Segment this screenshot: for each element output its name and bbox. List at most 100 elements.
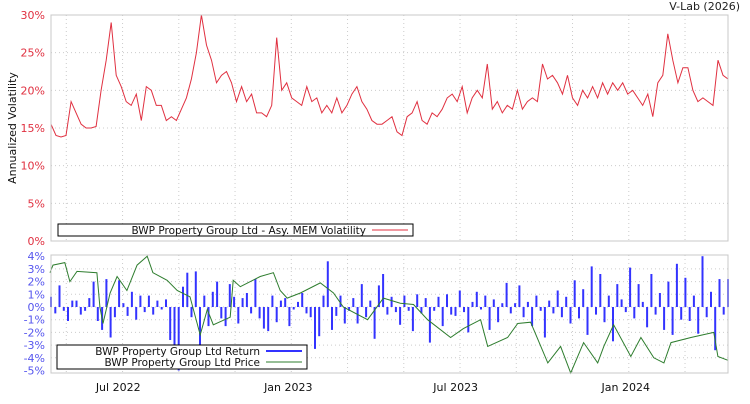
return-bar: [382, 274, 385, 307]
return-bar: [484, 295, 487, 307]
return-bar: [177, 307, 180, 371]
return-bar: [326, 261, 329, 307]
y-tick-label: 25%: [21, 47, 45, 60]
return-bar: [207, 307, 210, 327]
return-bar: [143, 307, 146, 313]
return-bar: [701, 256, 704, 307]
bottom-plot-frame: [50, 254, 729, 374]
return-bar: [688, 307, 691, 321]
top-plot-frame: [50, 14, 729, 242]
y-tick-label: -1%: [24, 314, 45, 327]
return-bar: [616, 284, 619, 307]
y-tick-label: -3%: [24, 339, 45, 352]
x-ticks: Jul 2022 Jan 2023 Jul 2023 Jan 2024: [95, 381, 650, 394]
return-bar: [224, 307, 227, 327]
y-tick-label: 5%: [28, 197, 45, 210]
return-bar: [467, 307, 470, 333]
return-bar: [386, 307, 389, 315]
y-tick-label: 0%: [28, 235, 45, 248]
return-bar: [297, 301, 299, 307]
bottom-y-ticks: -5%-4%-3%-2%-1%0%1%2%3%4%: [24, 250, 45, 377]
return-bar: [267, 307, 270, 332]
return-bar: [437, 296, 440, 307]
price-line: [49, 255, 729, 375]
return-bar: [509, 307, 512, 314]
volatility-line: [50, 14, 729, 138]
return-bar: [573, 280, 576, 307]
return-bar: [624, 307, 627, 313]
return-bar: [237, 307, 240, 324]
return-bar: [160, 307, 163, 310]
y-tick-label: 1%: [28, 288, 45, 301]
return-bar: [458, 290, 461, 307]
return-bar: [284, 298, 287, 307]
return-bar: [603, 307, 606, 323]
return-bar: [480, 307, 482, 310]
return-bar: [322, 295, 325, 307]
return-bar: [199, 307, 201, 348]
return-bar: [569, 307, 572, 324]
return-bar: [684, 277, 687, 307]
return-bar: [288, 307, 291, 327]
y-tick-label: -4%: [24, 352, 45, 365]
return-bar: [556, 290, 559, 307]
y-tick-label: -5%: [24, 365, 45, 378]
return-bar: [475, 291, 478, 307]
return-bar: [169, 307, 172, 340]
return-bar: [667, 281, 670, 307]
return-bar: [314, 307, 316, 349]
return-bar: [399, 307, 402, 325]
return-bar: [318, 307, 321, 337]
return-bar: [394, 307, 397, 313]
return-bar: [373, 307, 376, 339]
return-bar: [54, 307, 57, 314]
return-bar: [620, 299, 623, 307]
return-bar: [335, 307, 338, 316]
return-bar: [348, 307, 351, 311]
volatility-plot: [50, 14, 729, 138]
return-bar: [156, 300, 159, 307]
return-bar: [658, 293, 661, 307]
return-bar: [599, 274, 602, 307]
return-bar: [637, 284, 640, 307]
return-bar: [250, 307, 253, 314]
return-bar: [450, 307, 453, 315]
return-bar: [173, 307, 176, 346]
return-bar: [420, 307, 423, 314]
return-bar: [241, 298, 244, 307]
return-bar: [271, 295, 274, 307]
return-bar: [75, 300, 78, 307]
return-bar: [369, 300, 372, 307]
y-tick-label: 3%: [28, 263, 45, 276]
return-bar: [62, 307, 65, 311]
y-tick-label: 20%: [21, 84, 45, 97]
return-bar: [531, 307, 534, 327]
return-bar: [245, 293, 248, 307]
y-tick-label: 0%: [28, 301, 45, 314]
return-bar: [416, 294, 419, 307]
return-bar: [586, 307, 589, 335]
return-bar: [692, 295, 695, 307]
return-bar: [220, 307, 223, 319]
return-bar: [194, 271, 197, 307]
return-bar: [552, 307, 555, 314]
return-bar: [258, 307, 261, 319]
return-bar: [360, 284, 363, 307]
return-bar: [488, 307, 491, 330]
return-bar: [505, 282, 508, 307]
x-tick-label: Jul 2022: [95, 381, 141, 394]
return-bar: [560, 307, 563, 318]
top-y-ticks: 0% 5% 10% 15% 20% 25% 30%: [21, 9, 45, 248]
y-tick-label: 10%: [21, 160, 45, 173]
return-bar: [71, 300, 74, 307]
return-bar: [424, 298, 427, 307]
y-tick-label: -2%: [24, 326, 45, 339]
top-legend: BWP Property Group Ltd - Asy. MEM Volati…: [57, 223, 414, 237]
return-bar: [578, 307, 580, 319]
return-bar: [165, 299, 167, 307]
return-bar: [254, 279, 257, 307]
return-bar: [190, 307, 193, 318]
return-bar: [118, 280, 121, 307]
return-price-plot: [49, 255, 729, 375]
return-bar: [182, 286, 184, 307]
